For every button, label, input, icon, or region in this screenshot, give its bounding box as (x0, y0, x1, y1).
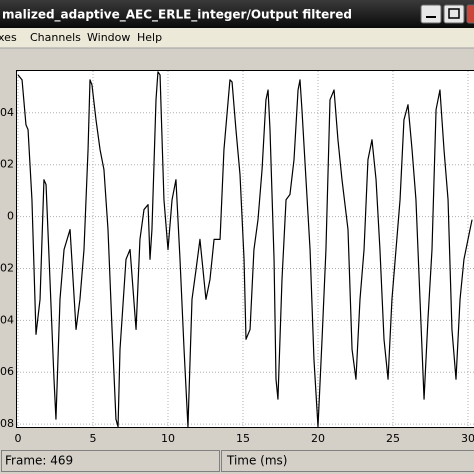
x-axis-label: Time (ms) (226, 454, 288, 468)
close-button[interactable] (466, 4, 474, 24)
status-bar (0, 448, 474, 474)
maximize-button[interactable] (443, 4, 465, 24)
signal-line (17, 71, 473, 427)
menu-item[interactable]: Help (137, 31, 162, 44)
y-tick-label: -0.02 (0, 261, 14, 274)
y-tick-label: -0.04 (0, 313, 14, 326)
x-tick-label: 20 (311, 432, 325, 445)
menu-item[interactable]: Window (87, 31, 130, 44)
y-tick-label: 0.02 (0, 158, 14, 171)
y-tick-label: -0.06 (0, 365, 14, 378)
grid: 0.040.020-0.02-0.04-0.06-0.0805101520253… (0, 71, 474, 445)
y-tick-label: 0.04 (0, 106, 14, 119)
frame-counter: Frame: 469 (5, 454, 73, 468)
status-panel (221, 450, 474, 472)
minimize-button[interactable] (420, 4, 442, 24)
maximize-icon (448, 8, 460, 19)
x-tick-label: 15 (236, 432, 250, 445)
menu-item[interactable]: xes (0, 31, 17, 44)
menu-bar (0, 28, 474, 48)
window-title: malized_adaptive_AEC_ERLE_integer/Output… (2, 8, 352, 23)
x-tick-label: 10 (161, 432, 175, 445)
x-tick-label: 25 (386, 432, 400, 445)
y-tick-label: 0 (7, 210, 14, 223)
plot-area (16, 70, 474, 428)
title-bar (0, 0, 474, 28)
x-tick-label: 5 (90, 432, 97, 445)
x-tick-label: 0 (15, 432, 22, 445)
plot (17, 71, 473, 427)
y-tick-label: -0.08 (0, 417, 14, 430)
status-panel (1, 450, 220, 472)
menu-item[interactable]: Channels (30, 31, 81, 44)
x-tick-label: 30 (461, 432, 474, 445)
